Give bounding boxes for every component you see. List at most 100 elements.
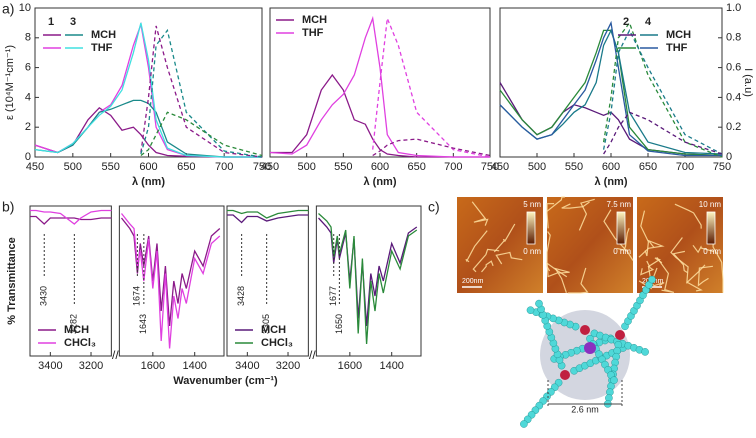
fiber: [647, 257, 663, 268]
x-axis-label: λ (nm): [595, 176, 628, 188]
fiber: [670, 237, 689, 284]
series-line: [499, 29, 723, 157]
y-tick-label: 4: [25, 91, 31, 103]
fiber: [567, 267, 589, 294]
atom: [520, 420, 528, 428]
atom-o: [580, 325, 590, 335]
height-scale: [616, 211, 626, 245]
series-line: [602, 21, 723, 158]
fiber: [640, 210, 650, 257]
x-tick-label: 3400: [38, 360, 62, 372]
legend-label: MCH: [64, 324, 89, 336]
legend-column-header: 4: [645, 16, 652, 28]
x-tick-label: 3200: [276, 360, 300, 372]
x-tick-label: 650: [407, 161, 425, 173]
y-tick-label: 2: [25, 121, 31, 133]
series-line: [34, 21, 262, 158]
y2-tick-label: 1.0: [726, 2, 741, 14]
series-line: [34, 99, 262, 158]
y2-tick-label: 0.6: [726, 62, 741, 74]
legend-column-header: 3: [70, 16, 76, 28]
series-line: [499, 20, 722, 157]
fiber: [493, 223, 516, 253]
x-tick-label: 700: [215, 161, 233, 173]
scale-label: 200nm: [462, 278, 484, 285]
peak-label: 3430: [39, 286, 49, 306]
y-tick-label: 6: [25, 62, 31, 74]
y2-tick-label: 0.8: [726, 32, 741, 44]
legend-label: MCH: [302, 14, 327, 26]
fiber: [672, 250, 688, 274]
y2-tick-label: 0: [726, 151, 732, 163]
fiber: [465, 230, 488, 263]
height-max-label: 5 nm: [523, 200, 541, 209]
x-tick-label: 600: [602, 161, 620, 173]
height-min-label: 0 nm: [703, 247, 721, 256]
series-line: [30, 209, 221, 349]
series-line: [30, 215, 221, 327]
series-line: [602, 28, 723, 155]
height-scale: [526, 211, 536, 245]
x-tick-label: 550: [565, 161, 583, 173]
atom: [610, 376, 618, 385]
series-line: [140, 25, 263, 158]
atom: [526, 306, 535, 315]
peak-label: 1674: [132, 286, 142, 306]
x-tick-label: 500: [297, 161, 315, 173]
atom-o: [615, 330, 625, 340]
legend-label: THF: [302, 27, 324, 39]
x-tick-label: 1600: [338, 360, 362, 372]
atom: [641, 348, 649, 356]
x-axis-label: λ (nm): [132, 176, 165, 188]
x-tick-label: 750: [481, 161, 499, 173]
x-tick-label: 500: [528, 161, 546, 173]
legend-label: THF: [666, 42, 688, 54]
x-tick-label: 3200: [79, 360, 103, 372]
fiber: [546, 203, 555, 229]
atom-core: [584, 342, 596, 354]
x-tick-label: 600: [139, 161, 157, 173]
legend-label: CHCl₃: [261, 337, 293, 349]
x-tick-label: 600: [371, 161, 389, 173]
peak-label: 3428: [236, 286, 246, 306]
x-tick-label: 550: [101, 161, 119, 173]
y-tick-label: 10: [19, 2, 31, 14]
peak-label: 3305: [261, 314, 271, 334]
axis-break: //: [112, 348, 119, 362]
fiber: [481, 260, 494, 273]
y-axis-label: % Transmittance: [6, 237, 18, 324]
y-tick-label: 8: [25, 32, 31, 44]
fiber: [495, 251, 523, 265]
series-line: [140, 28, 263, 158]
fiber: [697, 265, 713, 287]
fiber: [674, 203, 702, 229]
x-tick-label: 450: [261, 161, 279, 173]
molecule: [520, 275, 656, 428]
series-line: [227, 209, 418, 345]
x-tick-label: 700: [676, 161, 694, 173]
height-min-label: 0 nm: [613, 247, 631, 256]
height-max-label: 7.5 nm: [607, 200, 632, 209]
plot-frame: [118, 205, 225, 357]
series-line: [372, 138, 491, 157]
height-max-label: 10 nm: [699, 200, 722, 209]
y2-tick-label: 0.2: [726, 121, 741, 133]
panel-label: a): [2, 1, 14, 17]
fiber: [692, 244, 715, 254]
series-line: [603, 111, 723, 155]
legend-label: MCH: [666, 29, 691, 41]
plot-frame: [226, 205, 309, 357]
afm-image: [547, 197, 633, 293]
atom-o: [560, 370, 570, 380]
series-line: [270, 73, 490, 158]
fiber: [603, 209, 634, 261]
legend-column-header: 1: [48, 16, 54, 28]
x-tick-label: 700: [444, 161, 462, 173]
height-scale: [706, 211, 716, 245]
x-tick-label: 1400: [182, 360, 206, 372]
peak-label: 1650: [334, 314, 344, 334]
y2-axis-label: I (a.u): [742, 68, 754, 97]
x-tick-label: 1400: [379, 360, 403, 372]
